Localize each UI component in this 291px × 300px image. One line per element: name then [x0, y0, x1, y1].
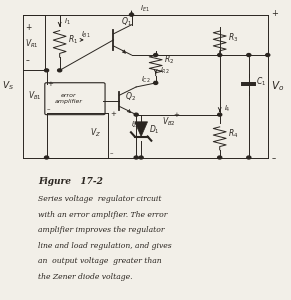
Circle shape: [266, 53, 270, 56]
Circle shape: [247, 156, 251, 159]
Text: $I_1$: $I_1$: [64, 17, 71, 27]
Text: $R_1$: $R_1$: [68, 33, 78, 46]
Text: $V_Z$: $V_Z$: [90, 126, 101, 139]
Text: +: +: [47, 81, 53, 87]
Circle shape: [218, 156, 222, 159]
Text: $I_{B1}$: $I_{B1}$: [81, 30, 91, 40]
Text: –: –: [110, 150, 113, 156]
Circle shape: [134, 113, 138, 116]
Circle shape: [154, 82, 158, 84]
Text: +: +: [271, 9, 278, 18]
Circle shape: [134, 156, 138, 159]
Text: with an error amplifier. The error: with an error amplifier. The error: [38, 211, 167, 219]
Text: an  output voltage  greater than: an output voltage greater than: [38, 257, 162, 266]
Circle shape: [129, 13, 134, 16]
Text: Series voltage  regulator circuit: Series voltage regulator circuit: [38, 195, 161, 203]
Text: line and load regulation, and gives: line and load regulation, and gives: [38, 242, 171, 250]
Text: $V_{R1}$: $V_{R1}$: [25, 37, 39, 50]
Text: –: –: [25, 56, 29, 65]
Text: error
amplifier: error amplifier: [54, 93, 82, 104]
Text: the Zener diode voltage.: the Zener diode voltage.: [38, 273, 132, 281]
Text: $D_1$: $D_1$: [149, 123, 160, 136]
Text: $Q_1$: $Q_1$: [121, 16, 132, 28]
Circle shape: [45, 69, 49, 72]
Text: $R_2$: $R_2$: [164, 54, 174, 67]
Text: $I_{R2}$: $I_{R2}$: [160, 65, 169, 76]
Text: $V_{B2}$: $V_{B2}$: [162, 115, 176, 128]
Circle shape: [45, 156, 49, 159]
Polygon shape: [135, 122, 148, 136]
Text: $V_o$: $V_o$: [271, 79, 285, 93]
Text: $Q_2$: $Q_2$: [125, 90, 136, 103]
Text: –: –: [47, 107, 51, 113]
Text: amplifier improves the regulator: amplifier improves the regulator: [38, 226, 164, 234]
Text: $I_{E1}$: $I_{E1}$: [140, 4, 150, 14]
Text: $V_S$: $V_S$: [2, 80, 14, 92]
Text: $I_Z$: $I_Z$: [131, 119, 138, 130]
Text: +: +: [110, 110, 116, 116]
Circle shape: [139, 156, 143, 159]
Text: $R_4$: $R_4$: [228, 128, 238, 140]
Text: $R_3$: $R_3$: [228, 32, 238, 44]
Text: +: +: [174, 112, 180, 118]
Text: –: –: [272, 154, 276, 163]
Text: +: +: [25, 23, 32, 32]
Text: –: –: [159, 112, 163, 118]
Circle shape: [154, 53, 158, 56]
Text: Figure   17-2: Figure 17-2: [38, 177, 103, 186]
Circle shape: [218, 113, 222, 116]
Text: $V_{B1}$: $V_{B1}$: [28, 90, 42, 102]
Text: $I_4$: $I_4$: [224, 104, 230, 114]
Circle shape: [247, 53, 251, 56]
Circle shape: [218, 53, 222, 56]
Circle shape: [58, 69, 62, 72]
Text: $C_1$: $C_1$: [256, 75, 267, 88]
Text: $I_{C2}$: $I_{C2}$: [141, 75, 150, 85]
